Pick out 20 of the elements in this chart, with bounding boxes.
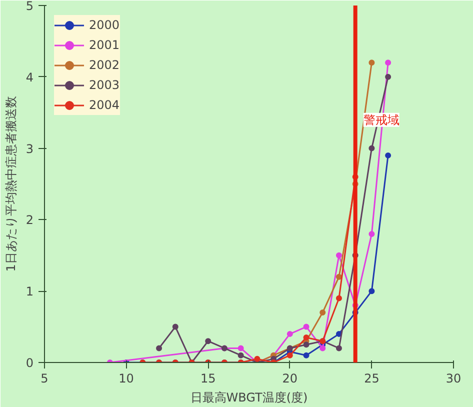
legend-label: 2000 [89, 18, 120, 32]
x-tick-label: 30 [446, 372, 462, 386]
x-tick-label: 25 [364, 372, 380, 386]
x-axis-title: 日最高WBGT温度(度) [190, 390, 308, 404]
y-tick-label: 3 [26, 142, 34, 156]
legend-label: 2001 [89, 38, 120, 52]
ref-line-label: 警戒域 [363, 112, 400, 127]
y-tick-label: 0 [26, 356, 34, 370]
y-tick-label: 2 [26, 213, 34, 228]
legend-label: 2003 [89, 78, 120, 92]
y-tick-label: 4 [26, 70, 34, 84]
y-axis-title: 1日あたり平均熱中症患者搬送数 [4, 96, 18, 272]
legend-label: 2004 [89, 98, 120, 112]
y-tick-label: 5 [26, 0, 34, 13]
y-tick-label: 1 [26, 284, 34, 299]
x-tick-label: 10 [118, 372, 134, 386]
legend-label: 2002 [89, 58, 120, 72]
x-tick-label: 5 [40, 372, 48, 386]
x-tick-label: 20 [282, 372, 298, 386]
x-tick-label: 15 [200, 372, 216, 386]
